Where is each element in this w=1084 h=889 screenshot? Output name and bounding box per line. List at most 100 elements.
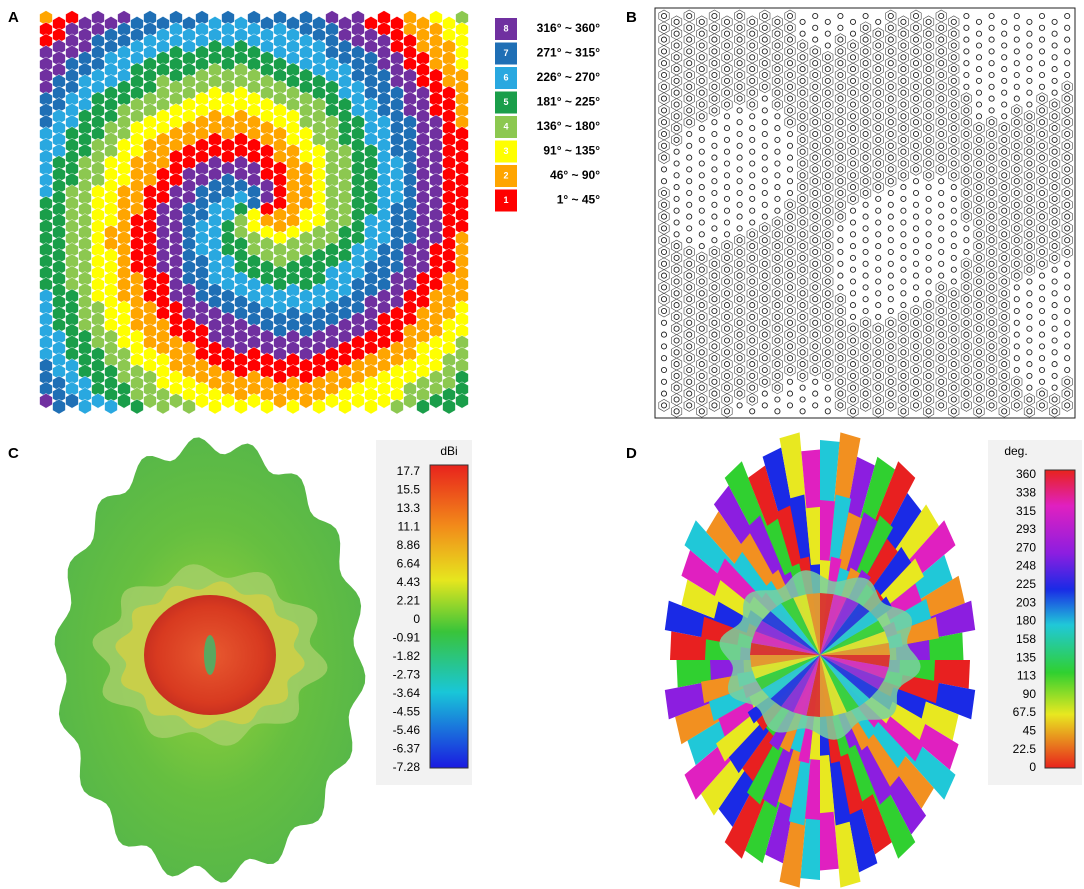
- element-ring: [761, 189, 768, 197]
- element-ring: [786, 166, 794, 173]
- element-ring: [1051, 243, 1058, 250]
- element-hex: [696, 109, 708, 123]
- element-ring: [686, 83, 693, 90]
- element-ring: [1001, 66, 1008, 73]
- element-ring: [988, 24, 995, 31]
- element-ring: [686, 36, 693, 43]
- element-ring: [824, 396, 831, 403]
- element-ring: [786, 378, 794, 385]
- element-ring: [900, 408, 907, 415]
- element-hex: [784, 363, 796, 377]
- element-ring: [938, 24, 945, 31]
- element-ring: [774, 302, 781, 309]
- element-ring: [774, 136, 781, 143]
- element-ring: [963, 107, 970, 114]
- element-ring: [1001, 42, 1008, 49]
- element-ring: [686, 355, 693, 362]
- element-ring: [736, 237, 743, 244]
- element-ring: [900, 195, 907, 202]
- element-ring: [887, 225, 894, 232]
- element-ring: [925, 42, 932, 49]
- element-ring: [1026, 172, 1033, 179]
- element-ring: [686, 71, 693, 79]
- element-ring: [950, 408, 957, 415]
- element-ring: [736, 201, 743, 208]
- element-ring: [673, 101, 680, 108]
- element-ring: [1013, 213, 1020, 220]
- element-hex: [872, 180, 884, 194]
- element-ring: [1064, 166, 1071, 173]
- pattern-main-lobe: [781, 655, 820, 713]
- element-ring: [925, 54, 932, 61]
- element-ring: [975, 136, 983, 143]
- element-ring: [1026, 278, 1033, 285]
- element-ring: [912, 107, 920, 114]
- element-ring: [950, 89, 957, 96]
- element-ring: [1038, 119, 1046, 126]
- element-ring: [774, 18, 781, 25]
- element-ring: [849, 136, 857, 143]
- element-ring: [698, 384, 705, 391]
- element-ring: [912, 343, 920, 350]
- element-ring: [938, 260, 945, 267]
- element-ring: [900, 18, 907, 25]
- element-ring: [875, 18, 882, 25]
- element-ring: [1013, 366, 1020, 374]
- element-ring: [1001, 243, 1008, 250]
- element-ring: [988, 201, 995, 208]
- panel-label: C: [8, 445, 19, 462]
- element-ring: [849, 325, 857, 332]
- element-ring: [1026, 207, 1033, 214]
- element-hex: [860, 186, 872, 200]
- element-ring: [711, 248, 718, 256]
- element-ring: [875, 408, 882, 415]
- element-ring: [950, 160, 957, 167]
- element-ring: [1064, 237, 1071, 244]
- element-ring: [1038, 331, 1046, 338]
- element-ring: [875, 89, 882, 96]
- element-ring: [988, 71, 995, 79]
- element-ring: [786, 12, 794, 20]
- element-ring: [837, 119, 844, 126]
- element-ring: [1001, 148, 1008, 155]
- pattern-main-lobe: [755, 655, 820, 690]
- element-ring: [824, 42, 831, 49]
- element-ring: [786, 284, 794, 291]
- element-hex: [784, 115, 796, 129]
- hex-element: [52, 398, 66, 415]
- element-ring: [887, 331, 894, 338]
- element-ring: [875, 101, 882, 108]
- element-ring: [1064, 154, 1071, 161]
- element-ring: [812, 390, 819, 397]
- hex-element: [156, 398, 170, 415]
- element-ring: [938, 107, 945, 114]
- element-ring: [698, 254, 705, 261]
- hex-element: [338, 398, 352, 415]
- element-ring: [698, 195, 705, 202]
- element-ring: [875, 372, 882, 379]
- element-ring: [887, 378, 894, 385]
- pattern-main-lobe: [820, 594, 847, 655]
- element-ring: [749, 195, 756, 202]
- element-ring: [950, 101, 957, 108]
- element-ring: [875, 54, 882, 61]
- element-ring: [1051, 30, 1058, 37]
- element-ring: [686, 390, 693, 397]
- element-ring: [711, 225, 718, 232]
- element-ring: [1013, 402, 1020, 409]
- element-ring: [786, 107, 794, 114]
- element-hex: [834, 399, 846, 412]
- element-ring: [786, 36, 794, 43]
- element-ring: [736, 213, 743, 220]
- element-ring: [862, 366, 869, 374]
- element-ring: [673, 408, 680, 415]
- element-ring: [660, 95, 668, 102]
- element-ring: [900, 207, 907, 214]
- element-hex: [1023, 263, 1035, 277]
- element-ring: [723, 408, 731, 415]
- element-ring: [736, 343, 743, 350]
- element-ring: [673, 42, 680, 49]
- element-ring: [761, 201, 768, 208]
- element-ring: [849, 313, 857, 320]
- element-ring: [837, 12, 844, 20]
